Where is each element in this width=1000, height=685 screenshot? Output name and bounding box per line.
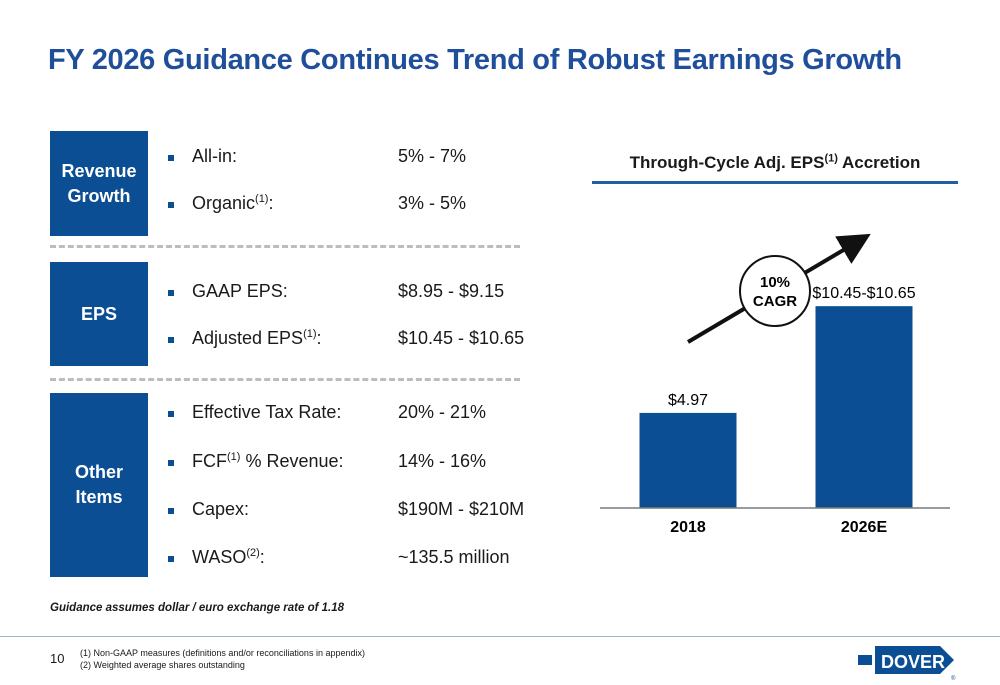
bullet-icon	[168, 290, 174, 296]
section-label-eps: EPS	[50, 262, 148, 366]
exchange-rate-assumption: Guidance assumes dollar / euro exchange …	[50, 602, 345, 614]
x-tick-2026E: 2026E	[841, 519, 888, 536]
cagr-badge	[739, 255, 811, 327]
section-divider	[50, 378, 520, 381]
dover-logo: DOVER ®	[858, 646, 956, 682]
logo-text: DOVER	[881, 652, 945, 672]
bullet-icon	[168, 411, 174, 417]
bullet-icon	[168, 202, 174, 208]
guidance-label-capex: Capex:	[192, 499, 250, 519]
bullet-icon	[168, 460, 174, 466]
footnote-2: (2) Weighted average shares outstanding	[80, 660, 245, 670]
data-label-2026E: $10.45-$10.65	[812, 285, 915, 302]
guidance-value-organic: 3% - 5%	[398, 193, 467, 213]
guidance-value-fcf: 14% - 16%	[398, 451, 487, 471]
guidance-value-waso: ~135.5 million	[398, 547, 510, 567]
bar-2026E	[815, 306, 913, 508]
guidance-label-waso: WASO(2):	[192, 547, 265, 567]
guidance-label-gaap-eps: GAAP EPS:	[192, 281, 288, 301]
bullet-icon	[168, 155, 174, 161]
guidance-value-gaap-eps: $8.95 - $9.15	[398, 281, 505, 301]
bullet-icon	[168, 556, 174, 562]
cagr-value: 10%	[760, 274, 790, 291]
footer-rule	[0, 636, 1000, 637]
guidance-value-tax-rate: 20% - 21%	[398, 402, 487, 422]
chart-title: Through-Cycle Adj. EPS(1) Accretion	[629, 152, 921, 172]
footnote-1: (1) Non-GAAP measures (definitions and/o…	[80, 648, 365, 658]
guidance-value-all-in: 5% - 7%	[398, 146, 467, 166]
registered-mark-icon: ®	[951, 675, 956, 682]
guidance-label-all-in: All-in:	[192, 146, 238, 166]
guidance-label-tax-rate: Effective Tax Rate:	[192, 402, 342, 422]
chart-title-rule	[592, 181, 958, 184]
guidance-label-fcf: FCF(1) % Revenue:	[192, 451, 344, 471]
page-number: 10	[50, 651, 65, 666]
section-label-revenue-growth: Revenue Growth	[50, 131, 148, 236]
guidance-label-adjusted-eps: Adjusted EPS(1):	[192, 328, 322, 348]
section-divider	[50, 245, 520, 248]
bullet-icon	[168, 337, 174, 343]
cagr-label: CAGR	[753, 293, 797, 310]
guidance-value-adjusted-eps: $10.45 - $10.65	[398, 328, 525, 348]
guidance-label-organic: Organic(1):	[192, 193, 274, 213]
bar-2018	[639, 412, 737, 508]
data-label-2018: $4.97	[668, 392, 708, 409]
bullet-icon	[168, 508, 174, 514]
x-tick-2018: 2018	[670, 519, 706, 536]
section-label-other-items: Other Items	[50, 393, 148, 577]
guidance-value-capex: $190M - $210M	[398, 499, 525, 519]
page-title: FY 2026 Guidance Continues Trend of Robu…	[48, 44, 902, 76]
